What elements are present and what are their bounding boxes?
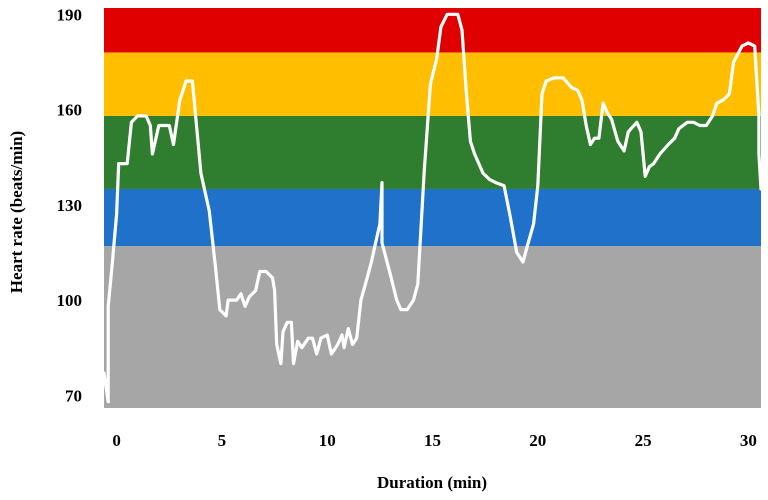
y-tick-label: 70 bbox=[65, 386, 82, 405]
y-tick-label: 100 bbox=[57, 291, 83, 310]
x-tick-label: 25 bbox=[635, 431, 652, 450]
x-tick-label: 15 bbox=[424, 431, 441, 450]
heart-rate-series bbox=[102, 12, 763, 404]
zone-red-band bbox=[104, 8, 761, 53]
heart-rate-line bbox=[102, 12, 763, 404]
y-tick-label: 160 bbox=[57, 101, 83, 120]
x-tick-label: 30 bbox=[740, 431, 757, 450]
x-axis-label: Duration (min) bbox=[377, 473, 487, 492]
y-axis-ticks: 70 100 130 160 190 bbox=[57, 5, 83, 405]
x-tick-label: 10 bbox=[319, 431, 336, 450]
zone-green-band bbox=[104, 115, 761, 189]
zone-yellow-band bbox=[104, 52, 761, 116]
x-tick-label: 0 bbox=[112, 431, 121, 450]
y-tick-label: 190 bbox=[57, 5, 83, 24]
x-tick-label: 5 bbox=[218, 431, 227, 450]
x-tick-label: 20 bbox=[529, 431, 546, 450]
y-axis-label: Heart rate (beats/min) bbox=[7, 131, 26, 293]
zone-gray-band bbox=[104, 246, 761, 408]
heart-rate-zones bbox=[104, 8, 761, 408]
x-axis-ticks: 0 5 10 15 20 25 30 bbox=[112, 431, 756, 450]
y-tick-label: 130 bbox=[57, 196, 83, 215]
zone-blue-band bbox=[104, 188, 761, 247]
